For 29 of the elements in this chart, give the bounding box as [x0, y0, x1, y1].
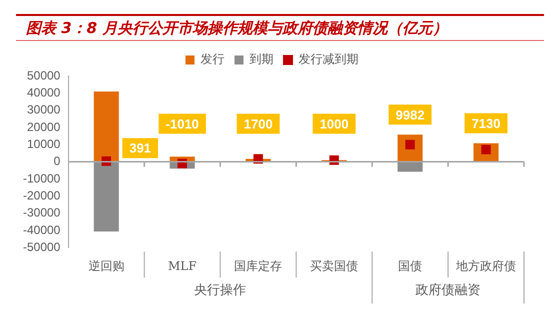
x-tick-label: 逆回购 [88, 258, 124, 273]
text: 政府债融资 [416, 282, 481, 298]
x-tick-label: 地方政府债 [455, 258, 516, 273]
data-label: 9982 [396, 107, 425, 122]
y-tick-label: 20000 [26, 120, 61, 134]
y-tick-label: 0 [54, 154, 61, 168]
legend-label: 到期 [250, 52, 274, 66]
text: 央行操作 [194, 282, 246, 298]
y-tick-label: -40000 [22, 222, 61, 237]
y-tick-label: 40000 [26, 85, 61, 100]
x-tick-label: MLF [168, 258, 197, 273]
data-label: -1010 [166, 116, 199, 132]
x-tick-label: 买卖国债 [310, 258, 358, 273]
legend-label: 发行减到期 [298, 52, 358, 66]
y-tick-label: -20000 [22, 188, 61, 202]
data-label: 391 [129, 140, 152, 156]
x-tick-label: 国债 [398, 258, 422, 273]
y-tick-label: 10000 [26, 136, 61, 151]
y-tick-label: -50000 [22, 240, 61, 254]
y-tick-label: 50000 [26, 68, 61, 82]
data-label: 7130 [472, 116, 500, 131]
y-tick-label: 30000 [26, 102, 61, 117]
y-tick-label: -10000 [22, 171, 61, 186]
data-label: 1700 [244, 116, 273, 132]
x-tick-label: 国库定存 [234, 258, 282, 273]
data-label: 1000 [320, 116, 349, 132]
y-tick-label: -30000 [22, 206, 61, 220]
legend-label: 发行 [200, 52, 224, 66]
chart-title: 图表 3：8 月央行公开市场操作规模与政府债融资情况（亿元） [16, 14, 544, 41]
